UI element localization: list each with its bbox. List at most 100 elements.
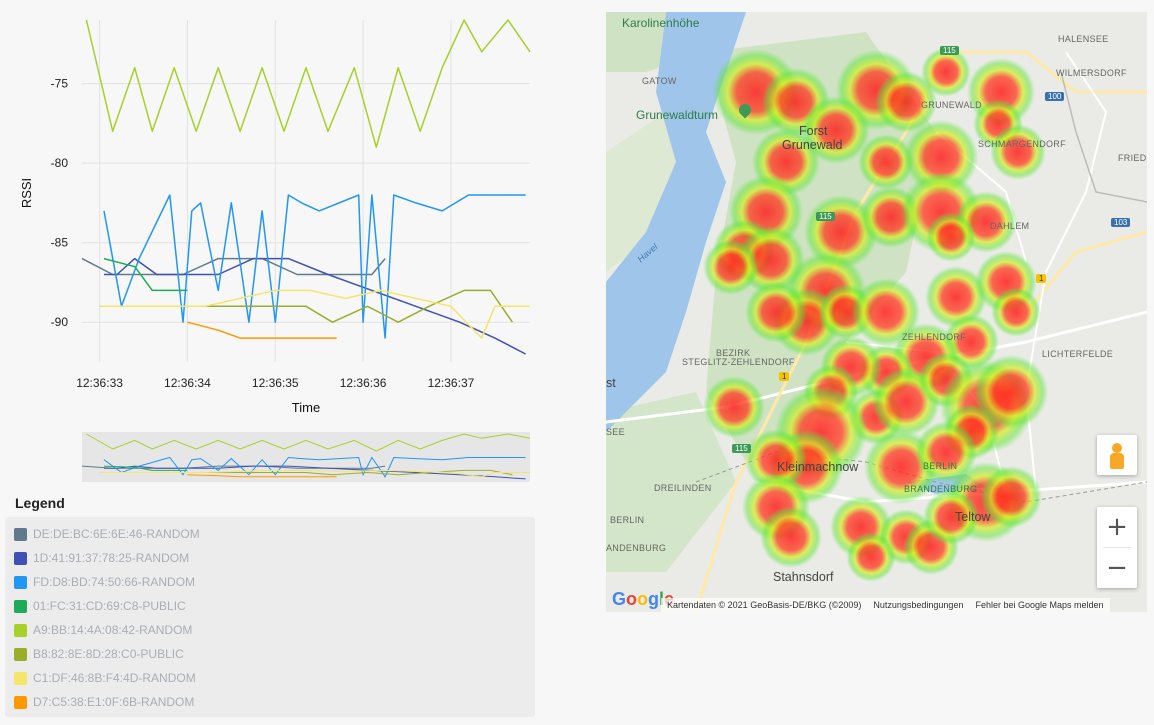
road xyxy=(1024,51,1108,493)
pegman-body xyxy=(1110,453,1124,469)
heatmap-layer xyxy=(703,47,1049,582)
y-axis-label: RSSI xyxy=(19,178,34,208)
legend-item[interactable]: FD:D8:BD:74:50:66-RANDOM xyxy=(5,570,535,594)
legend-swatch xyxy=(14,671,27,685)
series-line-6[interactable] xyxy=(99,289,530,339)
google-logo-letter: g xyxy=(648,589,660,609)
legend-panel: DE:DE:BC:6E:6E:46-RANDOM 1D:41:91:37:78:2… xyxy=(5,517,535,717)
heat-blob xyxy=(851,277,921,347)
map-label-stahnsdorf: Stahnsdorf xyxy=(773,570,834,584)
terms-link[interactable]: Nutzungsbedingungen xyxy=(873,600,964,610)
map-data-attribution: Kartendaten © 2021 GeoBasis-DE/BKG (©200… xyxy=(667,600,862,610)
x-tick-label: 12:36:35 xyxy=(252,376,299,390)
map-label-forst: Forst xyxy=(799,124,828,138)
series-line-3[interactable] xyxy=(103,257,188,292)
route-shield-103: 103 xyxy=(1111,218,1131,227)
map-label-friede: FRIEDE xyxy=(1118,153,1147,163)
heat-blob xyxy=(858,134,914,190)
series-line-2[interactable] xyxy=(103,194,526,339)
map-label-brandenburg-west: ANDENBURG xyxy=(606,543,667,553)
rssi-chart: -75 -80 -85 -90 12:36:33 12:36:34 12:36:35 12:3… xyxy=(0,0,560,495)
heat-blob xyxy=(915,421,977,483)
legend-label: C1:DF:46:8B:F4:4D-RANDOM xyxy=(33,671,196,685)
legend-item[interactable]: A9:BB:14:4A:08:42-RANDOM xyxy=(5,618,535,642)
x-axis-label: Time xyxy=(292,400,320,415)
map-label-halensee: HALENSEE xyxy=(1058,34,1109,44)
legend-item[interactable]: C1:DF:46:8B:F4:4D-RANDOM xyxy=(5,666,535,690)
map-label-bezirk: BEZIRK xyxy=(716,348,751,358)
legend-swatch xyxy=(14,527,27,541)
map-label-wilmersdorf: WILMERSDORF xyxy=(1056,68,1127,78)
zoom-out-button[interactable]: − xyxy=(1106,553,1128,583)
y-tick-label: -75 xyxy=(51,77,69,91)
navigator-series-3 xyxy=(103,465,188,471)
legend-item[interactable]: 1D:41:91:37:78:25-RANDOM xyxy=(5,546,535,570)
legend-label: D7:C5:38:E1:0F:6B-RANDOM xyxy=(33,695,195,709)
map-label-forst-grunewald: Grunewald xyxy=(782,138,843,152)
map-label-zehlendorf: ZEHLENDORF xyxy=(902,332,967,342)
series-line-0[interactable] xyxy=(81,257,386,276)
heat-blob xyxy=(923,489,979,545)
navigator-series-7 xyxy=(187,474,337,478)
street-view-pegman-button[interactable] xyxy=(1097,435,1137,475)
lake-havel xyxy=(606,12,746,432)
legend-swatch xyxy=(14,623,27,637)
y-tick-label: -85 xyxy=(51,236,69,250)
map-label-teltow: Teltow xyxy=(955,510,991,524)
heat-blob xyxy=(801,95,871,165)
x-tick-label: 12:36:37 xyxy=(428,376,475,390)
heat-blob xyxy=(760,506,822,568)
zoom-divider xyxy=(1103,547,1131,548)
heat-blob xyxy=(745,281,807,343)
google-logo-letter: o xyxy=(637,589,649,609)
map-label-see: SEE xyxy=(606,427,625,437)
map-label-karolinenhoehe: Karolinenhöhe xyxy=(622,16,700,30)
report-error-link[interactable]: Fehler bei Google Maps melden xyxy=(975,600,1104,610)
route-shield-100: 100 xyxy=(1045,92,1065,101)
navigator-series-4 xyxy=(86,433,531,452)
legend-label: FD:D8:BD:74:50:66-RANDOM xyxy=(33,575,196,589)
series-line-7[interactable] xyxy=(187,321,337,339)
route-shield-115: 115 xyxy=(940,46,959,55)
rssi-chart-svg: -75 -80 -85 -90 12:36:33 12:36:34 12:36:35 12:3… xyxy=(19,19,531,482)
map-canvas[interactable] xyxy=(606,12,1147,612)
series-line-4[interactable] xyxy=(85,19,531,149)
legend-title: Legend xyxy=(15,495,65,511)
x-tick-label: 12:36:34 xyxy=(164,376,211,390)
route-shield-1: 1 xyxy=(1036,274,1047,283)
legend-item[interactable]: D7:C5:38:E1:0F:6B-RANDOM xyxy=(5,690,535,714)
heat-blob xyxy=(980,466,1042,528)
road xyxy=(946,50,1147,94)
legend-item[interactable]: B8:82:8E:8D:28:C0-PUBLIC xyxy=(5,642,535,666)
route-shield-115: 115 xyxy=(816,212,835,221)
x-tick-label: 12:36:36 xyxy=(340,376,387,390)
pegman-icon xyxy=(1112,443,1122,453)
legend-item[interactable]: DE:DE:BC:6E:6E:46-RANDOM xyxy=(5,522,535,546)
map-label-gatow: GATOW xyxy=(642,76,677,86)
y-tick-label: -90 xyxy=(51,315,69,329)
google-logo-letter: o xyxy=(626,589,638,609)
map-label-dahlem: DAHLEM xyxy=(990,221,1030,231)
map-attribution: Kartendaten © 2021 GeoBasis-DE/BKG (©200… xyxy=(661,598,1110,612)
route-shield-115: 115 xyxy=(732,444,751,453)
heat-blob xyxy=(703,239,759,295)
zoom-in-button[interactable]: + xyxy=(1106,512,1128,542)
map-label-brandenburg: BRANDENBURG xyxy=(904,484,978,494)
map-label-berlin-west: BERLIN xyxy=(610,515,645,525)
zoom-control: + − xyxy=(1097,507,1137,588)
heat-blob xyxy=(846,532,896,582)
map-label-berlin: BERLIN xyxy=(923,461,958,471)
heatmap-map[interactable]: Karolinenhöhe HALENSEE WILMERSDORF GATOW… xyxy=(606,12,1147,612)
map-label-lichterfelde: LICHTERFELDE xyxy=(1042,349,1114,359)
heat-blob xyxy=(903,119,979,195)
legend-swatch xyxy=(14,647,27,661)
forest-area xyxy=(606,392,736,572)
heat-blob xyxy=(703,376,765,438)
route-shield-1: 1 xyxy=(779,372,790,381)
heat-blob xyxy=(990,124,1046,180)
legend-item[interactable]: 01:FC:31:CD:69:C8-PUBLIC xyxy=(5,594,535,618)
legend-label: DE:DE:BC:6E:6E:46-RANDOM xyxy=(33,527,200,541)
map-label-dreilinden: DREILINDEN xyxy=(654,483,712,493)
heat-blob xyxy=(875,71,937,133)
google-logo-letter: G xyxy=(612,589,627,609)
